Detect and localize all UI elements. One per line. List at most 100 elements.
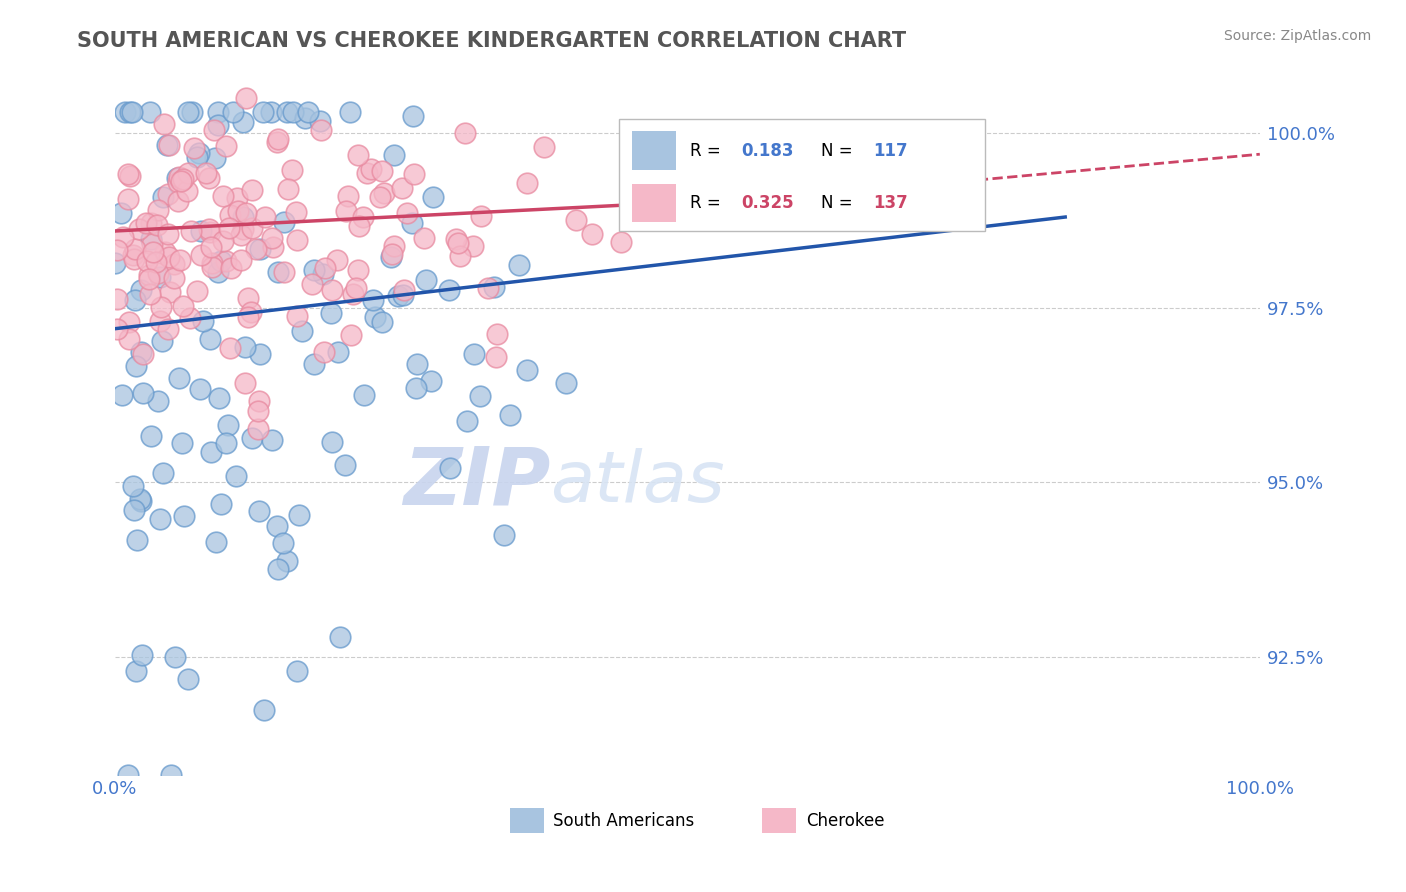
Point [252,105,274,120]
Point [118,315,141,329]
Point [222,105,245,120]
Point [253,703,276,717]
Point [132,385,155,400]
Point [314,260,336,275]
Point [180,105,202,120]
Point [297,105,319,120]
Point [387,289,409,303]
Point [149,270,172,285]
Point [191,314,214,328]
Point [508,258,530,272]
Point [217,417,239,432]
Point [215,139,238,153]
Point [456,414,478,428]
Point [141,216,163,230]
Point [294,112,316,126]
Point [129,491,152,506]
Point [207,105,229,120]
Point [200,445,222,459]
Point [267,562,290,576]
Point [146,202,169,217]
Point [371,164,394,178]
Point [114,105,136,120]
Point [166,171,188,186]
Point [121,105,143,120]
Point [360,162,382,177]
Point [169,252,191,267]
Text: 0.183: 0.183 [741,142,794,160]
Point [219,208,242,222]
Point [609,235,631,249]
Point [159,285,181,299]
Point [463,347,485,361]
Point [347,263,370,277]
Point [218,220,240,235]
Point [150,300,173,314]
Point [233,376,256,390]
Point [141,237,163,252]
Point [335,204,357,219]
Point [105,322,128,336]
Point [129,283,152,297]
Point [110,206,132,220]
Point [266,265,288,279]
Point [131,494,153,508]
Point [235,205,257,219]
Point [238,291,260,305]
Point [454,127,477,141]
Point [276,105,298,120]
Point [198,226,221,240]
Point [153,245,176,260]
Text: 137: 137 [873,194,908,212]
Point [321,283,343,297]
Point [356,166,378,180]
FancyBboxPatch shape [633,184,676,222]
Point [186,284,208,298]
Point [461,238,484,252]
Point [226,191,249,205]
Point [207,265,229,279]
Point [176,185,198,199]
Point [120,105,142,120]
Point [325,252,347,267]
Point [276,554,298,568]
Point [163,649,186,664]
FancyBboxPatch shape [619,120,986,231]
Point [205,534,228,549]
Point [240,305,263,319]
Point [247,422,270,436]
Point [145,218,167,232]
Point [146,266,169,280]
Point [117,193,139,207]
Point [202,122,225,136]
Point [139,232,162,246]
Point [364,310,387,325]
Point [105,292,128,306]
Point [201,256,224,270]
Point [277,182,299,196]
Point [516,176,538,190]
Point [381,247,404,261]
Point [176,672,198,686]
Point [146,393,169,408]
Point [169,370,191,384]
Point [107,243,129,257]
Point [124,503,146,517]
Point [485,350,508,364]
Point [401,216,423,230]
Point [404,167,426,181]
Point [392,283,415,297]
Point [138,268,160,283]
Point [260,105,283,120]
Point [172,299,194,313]
Point [391,181,413,195]
Point [104,255,127,269]
Point [232,221,254,235]
Point [219,260,242,275]
Text: South Americans: South Americans [554,812,695,830]
Point [262,434,284,448]
Point [125,359,148,374]
Point [141,429,163,443]
Point [211,497,233,511]
Text: 117: 117 [873,142,907,160]
